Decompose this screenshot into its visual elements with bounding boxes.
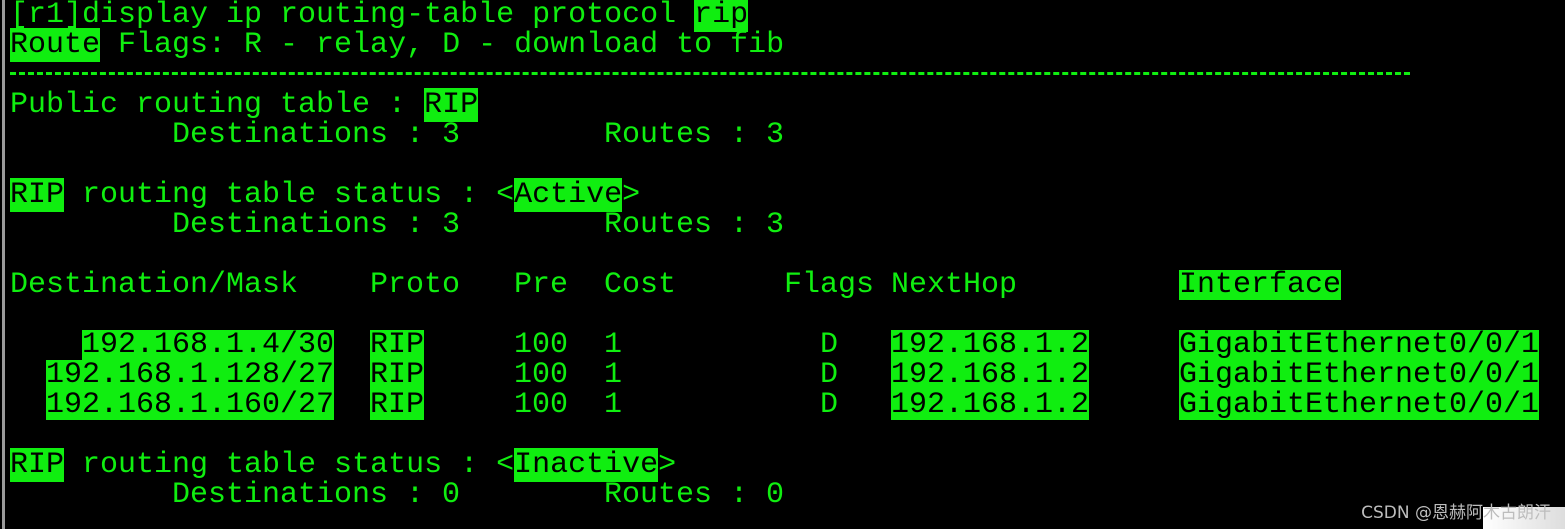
prompt-text: [r1]display ip routing-table protocol — [10, 0, 695, 32]
col-interface: Interface — [1179, 268, 1342, 302]
active-close: > — [622, 178, 641, 212]
row-destination: 192.168.1.128/27 — [46, 358, 335, 392]
active-routes: Routes : 3 — [604, 208, 785, 242]
flags-text: Flags: R - relay, D - download to fib — [100, 28, 785, 62]
row-cost: 1 — [604, 358, 623, 392]
row-flags: D — [820, 328, 839, 362]
active-text: routing table status : < — [64, 178, 515, 212]
row-pre: 100 — [514, 328, 569, 362]
corner-image — [1483, 507, 1565, 529]
row-cost: 1 — [604, 328, 623, 362]
public-proto: RIP — [424, 88, 479, 122]
public-destinations: Destinations : 3 — [172, 118, 461, 152]
row-interface: GigabitEthernet0/0/1 — [1179, 358, 1540, 392]
flags-line: Route Flags: R - relay, D - download to … — [10, 28, 785, 62]
row-nexthop: 192.168.1.2 — [891, 328, 1090, 362]
row-flags: D — [820, 358, 839, 392]
row-pre: 100 — [514, 358, 569, 392]
row-nexthop: 192.168.1.2 — [891, 358, 1090, 392]
inactive-text: routing table status : < — [64, 448, 515, 482]
active-proto: RIP — [10, 178, 65, 212]
row-proto: RIP — [370, 358, 425, 392]
active-status-line: RIP routing table status : <Active> — [10, 178, 641, 212]
row-interface: GigabitEthernet0/0/1 — [1179, 328, 1540, 362]
row-proto: RIP — [370, 328, 425, 362]
row-destination: 192.168.1.160/27 — [46, 388, 335, 422]
row-pre: 100 — [514, 388, 569, 422]
col-proto: Proto — [370, 268, 461, 302]
row-interface: GigabitEthernet0/0/1 — [1179, 388, 1540, 422]
public-routes: Routes : 3 — [604, 118, 785, 152]
row-destination: 192.168.1.4/30 — [82, 328, 335, 362]
window-border — [2, 0, 5, 529]
public-table-line: Public routing table : RIP — [10, 88, 479, 122]
command-line: [r1]display ip routing-table protocol ri… — [10, 0, 749, 32]
active-status: Active — [514, 178, 623, 212]
row-cost: 1 — [604, 388, 623, 422]
inactive-status-line: RIP routing table status : <Inactive> — [10, 448, 677, 482]
col-pre: Pre — [514, 268, 569, 302]
col-flags: Flags — [784, 268, 875, 302]
inactive-status: Inactive — [514, 448, 659, 482]
public-label: Public routing table : — [10, 88, 425, 122]
flags-label: Route — [10, 28, 101, 62]
col-destination: Destination/Mask — [10, 268, 299, 302]
row-proto: RIP — [370, 388, 425, 422]
inactive-close: > — [658, 448, 677, 482]
row-nexthop: 192.168.1.2 — [891, 388, 1090, 422]
watermark: CSDN @恩赫阿木古朗汗 — [1361, 503, 1551, 523]
row-flags: D — [820, 388, 839, 422]
active-destinations: Destinations : 3 — [172, 208, 461, 242]
inactive-routes: Routes : 0 — [604, 478, 785, 512]
col-cost: Cost — [604, 268, 677, 302]
separator — [10, 72, 1410, 75]
inactive-destinations: Destinations : 0 — [172, 478, 461, 512]
command-arg: rip — [694, 0, 749, 32]
inactive-proto: RIP — [10, 448, 65, 482]
col-nexthop: NextHop — [891, 268, 1018, 302]
